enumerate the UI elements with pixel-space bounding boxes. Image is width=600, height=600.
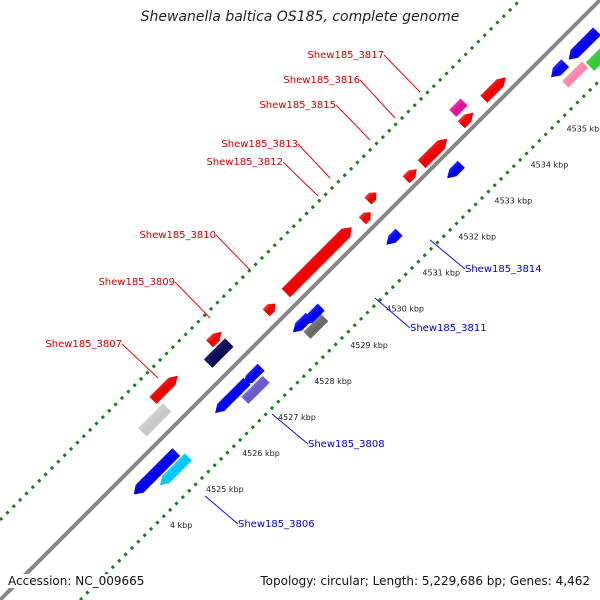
reverse-gene-feature — [243, 363, 265, 385]
forward-gene-feature — [138, 403, 172, 437]
scale-tick-label: 4532 kbp — [458, 233, 496, 242]
gene-label-leader-line — [374, 297, 411, 329]
gene-label: Shew185_3806 — [238, 519, 315, 530]
gene-label: Shew185_3810 — [139, 230, 216, 241]
scale-tick-label: 4535 kbp — [567, 124, 600, 133]
gene-label-leader-line — [282, 161, 319, 197]
reverse-gene-feature — [585, 48, 600, 71]
reverse-gene-feature — [241, 375, 270, 404]
reverse-gene-feature — [562, 61, 589, 88]
map-title: Shewanella baltica OS185, complete genom… — [140, 9, 460, 25]
gene-label: Shew185_3816 — [283, 75, 360, 86]
forward-gene-feature — [149, 375, 178, 404]
gene-label-leader-line — [359, 79, 396, 119]
gene-label-leader-line — [204, 495, 239, 525]
gene-label-leader-line — [121, 343, 159, 379]
reverse-gene-feature — [386, 228, 403, 245]
accession-label: Accession: NC_009665 — [6, 574, 147, 588]
forward-gene-feature — [206, 331, 222, 348]
gene-label: Shew185_3814 — [465, 264, 542, 275]
forward-gene-feature — [417, 138, 448, 169]
gene-label: Shew185_3808 — [308, 439, 385, 450]
reverse-gene-feature — [215, 377, 251, 414]
scale-tick-label: 4525 kbp — [206, 485, 244, 494]
scale-tick-label: 4531 kbp — [422, 269, 460, 278]
forward-gene-feature — [480, 77, 506, 103]
genome-stats-label: Topology: circular; Length: 5,229,686 bp… — [258, 574, 592, 588]
forward-gene-feature — [457, 112, 474, 129]
forward-gene-feature — [449, 98, 468, 117]
gene-label: Shew185_3817 — [307, 50, 384, 61]
scale-tick-label: 4533 kbp — [495, 197, 533, 206]
gene-label-leader-line — [429, 239, 466, 270]
scale-tick-label: 4530 kbp — [386, 305, 424, 314]
reverse-gene-feature — [447, 160, 465, 179]
forward-gene-feature — [402, 169, 417, 184]
reverse-gene-feature — [303, 303, 325, 325]
forward-gene-feature — [358, 212, 371, 225]
reverse-gene-feature — [303, 314, 329, 339]
gene-label: Shew185_3811 — [410, 323, 487, 334]
scale-tick-label: 4527 kbp — [278, 413, 316, 422]
gene-label-leader-line — [271, 413, 309, 445]
reverse-gene-feature — [160, 453, 192, 486]
inner-dotted-ring — [78, 78, 600, 600]
reverse-gene-feature — [568, 27, 600, 60]
scale-tick-label: 4528 kbp — [314, 377, 352, 386]
scale-tick-label: 4534 kbp — [531, 160, 569, 169]
gene-label: Shew185_3809 — [98, 277, 175, 288]
gene-label: Shew185_3807 — [45, 339, 122, 350]
gene-label-leader-line — [215, 234, 251, 271]
scale-tick-label: 4529 kbp — [350, 341, 388, 350]
outer-dotted-ring — [0, 0, 522, 522]
scale-tick-label: 4526 kbp — [242, 449, 280, 458]
forward-gene-feature — [281, 227, 352, 298]
scale-tick-label: 4 kbp — [170, 521, 192, 530]
gene-label-leader-line — [174, 281, 211, 319]
gene-label: Shew185_3812 — [206, 157, 283, 168]
gene-label: Shew185_3813 — [221, 139, 298, 150]
forward-gene-feature — [203, 338, 234, 368]
reverse-gene-feature — [133, 448, 181, 495]
gene-label-leader-line — [297, 143, 331, 179]
reverse-gene-feature — [551, 59, 570, 78]
gene-label-leader-line — [383, 54, 421, 93]
gene-label-leader-line — [335, 104, 371, 141]
forward-gene-feature — [262, 303, 276, 317]
forward-gene-feature — [364, 192, 377, 205]
gene-label: Shew185_3815 — [259, 100, 336, 111]
